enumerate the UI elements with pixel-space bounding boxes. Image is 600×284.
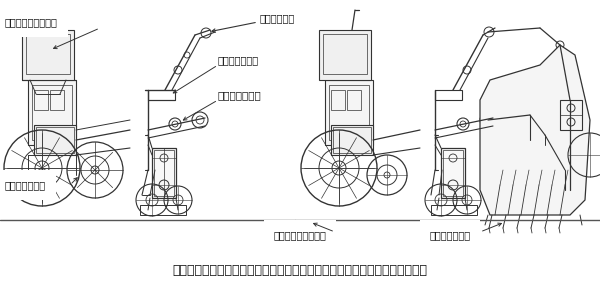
Text: 播種機下部ユニット: 播種機下部ユニット — [274, 230, 326, 240]
Bar — [152, 148, 176, 198]
Bar — [329, 85, 369, 140]
Text: 高さ調節ネジ: 高さ調節ネジ — [260, 13, 295, 23]
Bar — [560, 100, 582, 130]
Bar — [347, 90, 361, 110]
Bar — [323, 34, 367, 74]
Bar — [34, 125, 76, 155]
Text: 打込みディスク: 打込みディスク — [5, 180, 46, 190]
Bar — [50, 90, 64, 110]
Bar — [333, 127, 371, 153]
Bar — [331, 125, 373, 155]
Text: 種子・肥料用ホッパ: 種子・肥料用ホッパ — [5, 17, 58, 27]
Bar — [32, 85, 72, 140]
Text: 汎用ブラケット: 汎用ブラケット — [218, 55, 259, 65]
Bar — [148, 90, 175, 100]
Bar — [140, 205, 186, 215]
Bar — [331, 90, 345, 110]
Bar — [154, 150, 174, 196]
Bar — [34, 90, 48, 110]
Bar — [319, 30, 371, 80]
Bar — [435, 90, 462, 100]
Bar — [443, 150, 463, 196]
Bar — [22, 30, 74, 80]
Bar — [431, 205, 477, 215]
Polygon shape — [480, 45, 590, 215]
Text: 傾料角調節ネジ: 傾料角調節ネジ — [218, 90, 262, 100]
Bar — [325, 80, 373, 145]
Text: 代かきロータリ: 代かきロータリ — [430, 230, 470, 240]
Bar — [28, 80, 76, 145]
Text: 図１　汎用ブラケットによる播種機の兼用化（左：稲用，右：麦・大豆用）: 図１ 汎用ブラケットによる播種機の兼用化（左：稲用，右：麦・大豆用） — [173, 264, 427, 277]
Bar — [441, 148, 465, 198]
Bar — [26, 34, 70, 74]
Bar — [36, 127, 74, 153]
